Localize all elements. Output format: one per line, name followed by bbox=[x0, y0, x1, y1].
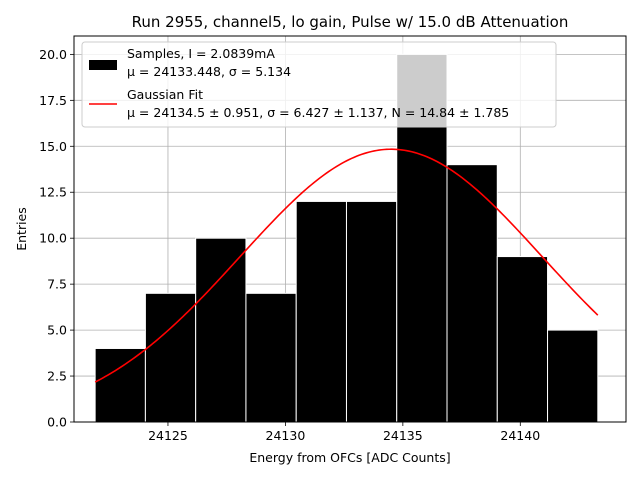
histogram-bar bbox=[144, 292, 197, 423]
x-axis-ticks: 24125 24130 24135 24140 bbox=[148, 422, 540, 443]
y-tick-label: 2.5 bbox=[47, 369, 67, 384]
histogram-bars bbox=[94, 53, 599, 423]
x-tick-label: 24130 bbox=[266, 428, 306, 443]
y-tick-label: 12.5 bbox=[39, 185, 67, 200]
x-tick-label: 24140 bbox=[500, 428, 540, 443]
chart-title: Run 2955, channel5, lo gain, Pulse w/ 15… bbox=[132, 13, 569, 31]
y-axis-label: Entries bbox=[14, 207, 29, 251]
y-tick-label: 7.5 bbox=[47, 277, 67, 292]
histogram-bar bbox=[446, 164, 498, 423]
y-tick-label: 10.0 bbox=[39, 231, 67, 246]
histogram-bar bbox=[94, 347, 146, 423]
histogram-bar bbox=[295, 200, 347, 423]
legend-box bbox=[81, 41, 557, 128]
x-tick-label: 24125 bbox=[148, 428, 188, 443]
legend-histogram-label-line1: Samples, I = 2.0839mA bbox=[127, 46, 275, 61]
y-tick-label: 15.0 bbox=[39, 139, 67, 154]
legend: Samples, I = 2.0839mA μ = 24133.448, σ =… bbox=[81, 41, 557, 128]
y-tick-label: 0.0 bbox=[47, 415, 67, 430]
y-axis-ticks: 0.0 2.5 5.0 7.5 10.0 12.5 15.0 17.5 20.0 bbox=[39, 47, 74, 430]
plot-frame bbox=[73, 35, 627, 423]
x-tick-label: 24135 bbox=[383, 428, 423, 443]
legend-histogram-label-line2: μ = 24133.448, σ = 5.134 bbox=[127, 64, 291, 79]
histogram-bar bbox=[547, 329, 599, 423]
gaussian-fit-curve bbox=[94, 148, 599, 383]
y-tick-label: 5.0 bbox=[47, 323, 67, 338]
x-axis-label: Energy from OFCs [ADC Counts] bbox=[249, 450, 450, 465]
legend-histogram-swatch bbox=[89, 60, 117, 70]
legend-fit-label-line2: μ = 24134.5 ± 0.951, σ = 6.427 ± 1.137, … bbox=[127, 105, 509, 120]
y-tick-label: 20.0 bbox=[39, 47, 67, 62]
histogram-bar bbox=[345, 200, 398, 423]
histogram-bar bbox=[496, 256, 549, 423]
histogram-bar bbox=[195, 237, 247, 423]
histogram-bar bbox=[245, 292, 297, 423]
y-tick-label: 17.5 bbox=[39, 93, 67, 108]
legend-fit-label-line1: Gaussian Fit bbox=[127, 87, 203, 102]
